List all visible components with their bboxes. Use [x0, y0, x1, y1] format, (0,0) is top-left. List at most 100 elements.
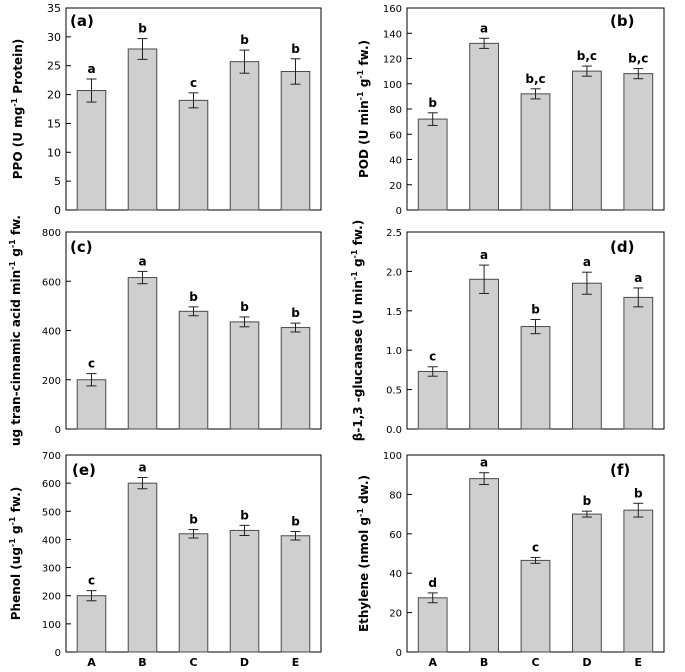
y-axis-label: Phenol (ug-1 g-1 fw.): [8, 487, 23, 621]
significance-letter: b: [428, 96, 437, 110]
y-tick-label: 30: [47, 31, 61, 44]
bar-B: [127, 277, 158, 430]
significance-letter: b: [291, 306, 300, 320]
significance-letter: c: [88, 574, 95, 588]
bar-A: [76, 379, 107, 430]
y-tick-label: 20: [47, 89, 61, 102]
bar-E: [280, 70, 311, 211]
y-tick-label: 0: [55, 648, 61, 659]
y-tick-label: 400: [42, 535, 61, 546]
significance-letter: b,c: [577, 49, 597, 63]
x-tick-label: A: [87, 656, 96, 669]
bar-D: [229, 529, 260, 653]
significance-letter: a: [480, 456, 488, 470]
x-tick-label: E: [635, 656, 643, 669]
y-tick-label: 200: [42, 376, 61, 387]
panel-label: (d): [610, 238, 634, 256]
bar-E: [280, 535, 311, 653]
bar-C: [520, 93, 551, 211]
significance-letter: c: [532, 540, 539, 554]
y-tick-label: 600: [42, 277, 61, 288]
significance-letter: b: [189, 513, 198, 527]
significance-letter: a: [138, 254, 146, 268]
y-tick-label: 0: [55, 425, 61, 436]
significance-letter: a: [480, 248, 488, 262]
y-tick-label: 20: [389, 609, 402, 620]
y-tick-label: 2.0: [386, 267, 402, 278]
bar-C: [178, 99, 209, 211]
significance-letter: b: [634, 486, 643, 500]
significance-letter: b: [189, 290, 198, 304]
y-tick-label: 35: [47, 2, 61, 15]
significance-letter: b: [291, 515, 300, 529]
y-tick-label: 0: [396, 648, 402, 659]
x-tick-label: D: [582, 656, 591, 669]
y-tick-label: 600: [42, 479, 61, 490]
panel-label: (f): [610, 461, 630, 479]
bar-B: [469, 42, 499, 211]
significance-letter: c: [429, 350, 436, 364]
bar-B: [127, 48, 158, 211]
bar-D: [572, 70, 602, 211]
panel-a: 0 5 10 15 20 25 30 35 (a) PPO (U mg-1 Protein) a b c…: [10, 2, 322, 217]
significance-letter: a: [480, 21, 488, 35]
y-tick-label: 20: [389, 181, 402, 192]
bar-A: [417, 597, 448, 653]
significance-letter: b,c: [525, 72, 545, 86]
panel-e: 0 100 200 300 400 500 600 700 (e) Phenol (ug-1 g-…: [8, 451, 322, 669]
y-tick-label: 40: [389, 156, 402, 167]
bar-E: [623, 73, 654, 211]
bar-B: [469, 478, 499, 653]
panel-f: 0 20 40 60 80 100 (f) Ethylene (nmol g-1 dw.) d A…: [356, 451, 665, 669]
bar-D: [229, 61, 260, 211]
significance-letter: c: [190, 76, 197, 90]
bar-E: [280, 327, 311, 430]
x-tick-label: B: [138, 656, 146, 669]
y-tick-label: 1.5: [386, 307, 402, 318]
significance-letter: b,c: [628, 52, 648, 66]
bar-A: [417, 118, 448, 211]
y-tick-label: 700: [42, 451, 61, 462]
significance-letter: b: [583, 494, 592, 508]
y-tick-label: 60: [389, 130, 402, 141]
bar-A: [417, 370, 448, 430]
x-tick-label: A: [428, 656, 437, 669]
x-tick-label: C: [531, 656, 539, 669]
bar-C: [520, 559, 551, 653]
significance-letter: a: [138, 461, 146, 475]
bar-D: [229, 321, 260, 430]
y-axis-label: PPO (U mg-1 Protein): [10, 39, 25, 180]
y-tick-label: 120: [383, 55, 402, 66]
x-tick-label: E: [292, 656, 300, 669]
y-tick-label: 160: [383, 4, 402, 15]
y-axis-label: β-1,3 -glucanase (U min-1 g-1 fw.): [350, 220, 365, 441]
y-tick-label: 0: [54, 204, 61, 217]
y-tick-label: 0: [396, 206, 402, 217]
y-tick-label: 100: [383, 451, 402, 462]
significance-letter: a: [634, 271, 642, 285]
panel-d: 0.0 0.5 1.0 1.5 2.0 2.5 (d) β-1,3 -glucanase (U…: [350, 220, 665, 441]
bar-C: [178, 310, 209, 430]
x-tick-label: D: [240, 656, 249, 669]
y-tick-label: 80: [389, 490, 402, 501]
bar-C: [520, 326, 551, 430]
bar-B: [127, 482, 158, 653]
significance-letter: b: [291, 42, 300, 56]
bar-E: [623, 509, 654, 653]
y-axis-label: Ethylene (nmol g-1 dw.): [356, 475, 371, 632]
bar-C: [178, 533, 209, 653]
significance-letter: b: [240, 33, 249, 47]
panel-label: (c): [70, 238, 93, 256]
significance-letter: c: [88, 357, 95, 371]
bar-B: [469, 278, 499, 430]
bar-D: [572, 282, 602, 430]
y-axis-label: ug tran-cinnamic acid min-1 g-1 fw.: [8, 215, 23, 446]
y-tick-label: 100: [383, 80, 402, 91]
y-tick-label: 25: [47, 60, 61, 73]
bar-E: [623, 296, 654, 430]
y-tick-label: 200: [42, 592, 61, 603]
significance-letter: b: [240, 508, 249, 522]
significance-letter: b: [531, 302, 540, 316]
panel-b: 0 20 40 60 80 100 120 140 160 (b) POD (U min-1 g-1…: [356, 4, 665, 217]
